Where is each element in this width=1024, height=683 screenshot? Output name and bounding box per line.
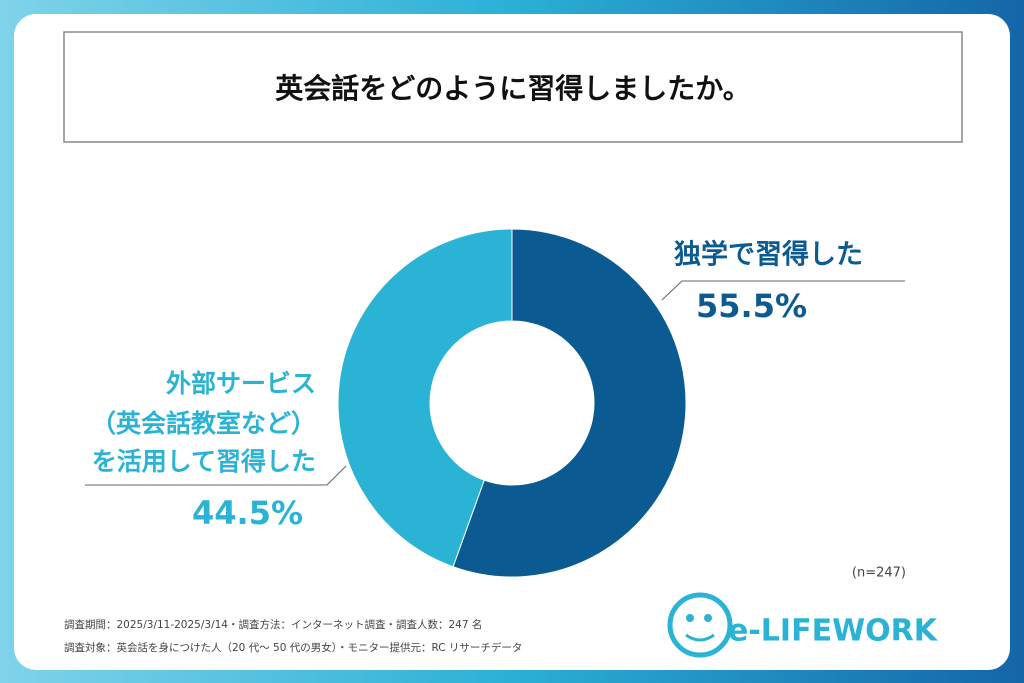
value-label: 44.5% (192, 494, 303, 532)
logo-icon (667, 592, 733, 658)
footnote: 調査対象：英会話を身につけた人（20 代～ 50 代の男女）・モニター提供元：R… (64, 641, 522, 654)
card (14, 14, 1010, 670)
slice-label: 外部サービス (166, 369, 316, 398)
logo: e-LIFEWORK (728, 614, 939, 649)
chart-title: 英会話をどのように習得しましたか。 (275, 72, 750, 105)
slice-label: を活用して習得した (92, 447, 316, 476)
donut-slice (452, 228, 687, 578)
slice-label: （英会話教室など） (91, 409, 316, 438)
title-box (63, 31, 963, 143)
value-label: 55.5% (696, 287, 807, 325)
footnote: 調査期間：2025/3/11-2025/3/14・調査方法：インターネット調査・… (64, 618, 482, 631)
donut-slice (337, 228, 513, 568)
slice-label: 独学で習得した (674, 239, 863, 271)
leader-line (85, 465, 347, 486)
donut (337, 228, 687, 578)
leader-line (661, 280, 905, 301)
sample-note: (n=247) (852, 566, 906, 581)
